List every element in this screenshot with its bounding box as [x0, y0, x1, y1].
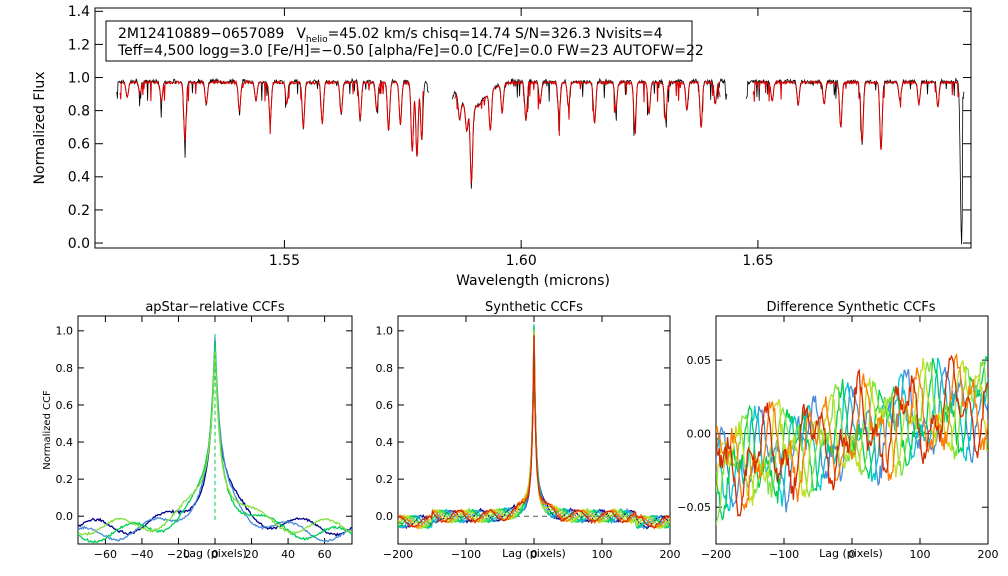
y-tick-label: 0.8 — [56, 362, 74, 375]
spectrum-series — [116, 77, 965, 245]
x-tick-label: 1.65 — [742, 253, 773, 269]
diff-ccf-series — [716, 352, 988, 526]
diff-ccf-panel: −200 −100 0 100 200 −0.05 0.00 0.05 Difference … — [677, 300, 998, 561]
ccf-series-2 — [716, 357, 988, 512]
header-line1-vsub: helio — [306, 35, 328, 45]
apstar-ccf-title: apStar−relative CCFs — [145, 300, 285, 315]
y-tick-label: 0.6 — [68, 137, 90, 153]
x-tick-label: 0 — [849, 548, 856, 561]
x-tick-label: 0 — [212, 548, 219, 561]
model-spectrum-chip-2 — [454, 78, 721, 184]
y-tick-label: 0.00 — [687, 428, 712, 441]
synthetic-ccf-title: Synthetic CCFs — [485, 300, 583, 315]
x-tick-label: 200 — [978, 548, 999, 561]
header-line1-rest: =45.02 km/s chisq=14.74 S/N=326.3 Nvisit… — [328, 26, 663, 42]
spectrum-ylabel: Normalized Flux — [32, 72, 48, 185]
diff-ccf-title: Difference Synthetic CCFs — [766, 300, 935, 315]
ccf-series-5 — [716, 358, 988, 506]
x-tick-label: −40 — [130, 548, 153, 561]
y-tick-label: 0.8 — [68, 104, 90, 120]
ccf-series-6 — [398, 332, 670, 530]
synthetic-ccf-series — [398, 324, 670, 530]
y-tick-label: 1.2 — [68, 37, 90, 53]
apstar-ccf-series — [78, 330, 352, 544]
y-tick-label: 0.2 — [68, 203, 90, 219]
synthetic-ccf-panel: −200 −100 0 100 200 0.0 0.2 0.4 0.6 0.8 1.0 Synthe… — [376, 300, 681, 561]
header-line2: Teff=4,500 logg=3.0 [Fe/H]=−0.50 [alpha/… — [117, 43, 704, 59]
ccf-series-5 — [398, 329, 670, 529]
ccf-series-6 — [716, 352, 988, 512]
y-tick-label: 1.0 — [56, 325, 74, 338]
y-tick-label: 0.2 — [56, 473, 74, 486]
y-tick-label: 0.4 — [56, 436, 74, 449]
header-line1-v: V — [296, 26, 306, 42]
header-line1: 2M12410889−0657089 Vhelio=45.02 km/s chis… — [118, 26, 663, 45]
y-tick-label: 0.4 — [376, 436, 394, 449]
ccf-lines — [78, 330, 352, 544]
x-tick-label: 1.60 — [506, 253, 537, 269]
header-line1-id: 2M12410889−0657089 — [118, 26, 284, 42]
ccf-series-1 — [716, 367, 988, 513]
spectrum-xlabel: Wavelength (microns) — [456, 273, 610, 289]
spectrum-info-box — [105, 20, 693, 62]
apstar-ccf-axes: −60 −40 −20 0 20 40 60 0.0 0.2 0.4 0.6 0.8 1.0 — [56, 316, 352, 561]
y-tick-label: 1.0 — [376, 325, 394, 338]
x-tick-label: −100 — [769, 548, 799, 561]
x-tick-label: 40 — [281, 548, 295, 561]
diff-ccf-axes: −200 −100 0 100 200 −0.05 0.00 0.05 — [677, 316, 999, 561]
synthetic-ccf-xlabel: Lag (pixels) — [502, 547, 566, 560]
y-tick-label: 0.2 — [376, 473, 394, 486]
spectrum-axes: 1.55 1.60 1.65 0.0 0.2 0.4 0.6 0.8 1.0 1.2 1.4 — [68, 4, 971, 269]
y-tick-label: 0.0 — [68, 236, 90, 252]
apstar-ccf-xlabel: Lag (pixels) — [183, 547, 247, 560]
apstar-ccf-panel: −60 −40 −20 0 20 40 60 0.0 0.2 0.4 0.6 0.8 1.0 apSta… — [42, 300, 353, 561]
ccf-lines — [398, 324, 670, 530]
spectrum-frame — [94, 7, 972, 249]
model-spectrum-chip-1 — [119, 79, 425, 156]
y-tick-label: 0.0 — [376, 510, 394, 523]
y-tick-label: 0.4 — [68, 170, 90, 186]
x-tick-label: 60 — [318, 548, 332, 561]
y-tick-label: 0.6 — [56, 399, 74, 412]
y-tick-label: 1.4 — [68, 4, 90, 20]
spectrum-panel: 1.55 1.60 1.65 0.0 0.2 0.4 0.6 0.8 1.0 1.2 1.4 2M1… — [32, 4, 972, 289]
x-tick-label: 100 — [910, 548, 931, 561]
x-tick-label: −60 — [94, 548, 117, 561]
ccf-series-7 — [716, 354, 988, 517]
x-tick-label: 20 — [245, 548, 259, 561]
y-tick-label: 0.0 — [56, 510, 74, 523]
x-tick-label: −100 — [451, 548, 481, 561]
x-tick-label: 100 — [592, 548, 613, 561]
y-tick-label: 0.05 — [687, 354, 712, 367]
observed-spectrum-chip-3 — [745, 77, 965, 245]
y-tick-label: 1.0 — [68, 70, 90, 86]
x-tick-label: 1.55 — [269, 253, 300, 269]
x-tick-label: −200 — [383, 548, 413, 561]
observed-spectrum-chip-2 — [452, 77, 728, 189]
y-tick-label: 0.8 — [376, 362, 394, 375]
ccf-series-8 — [398, 335, 670, 529]
model-spectrum-chip-3 — [752, 79, 960, 151]
diff-ccf-xlabel: Lag (pixels) — [819, 547, 883, 560]
synthetic-ccf-axes: −200 −100 0 100 200 0.0 0.2 0.4 0.6 0.8 1.0 — [376, 316, 681, 561]
y-tick-label: 0.6 — [376, 399, 394, 412]
ccf-lines — [716, 352, 988, 526]
x-tick-label: −200 — [701, 548, 731, 561]
y-tick-label: −0.05 — [677, 501, 711, 514]
apstar-ccf-ylabel: Normalized CCF — [42, 390, 53, 470]
x-tick-label: −20 — [167, 548, 190, 561]
x-tick-label: 0 — [531, 548, 538, 561]
x-tick-label: 200 — [660, 548, 681, 561]
